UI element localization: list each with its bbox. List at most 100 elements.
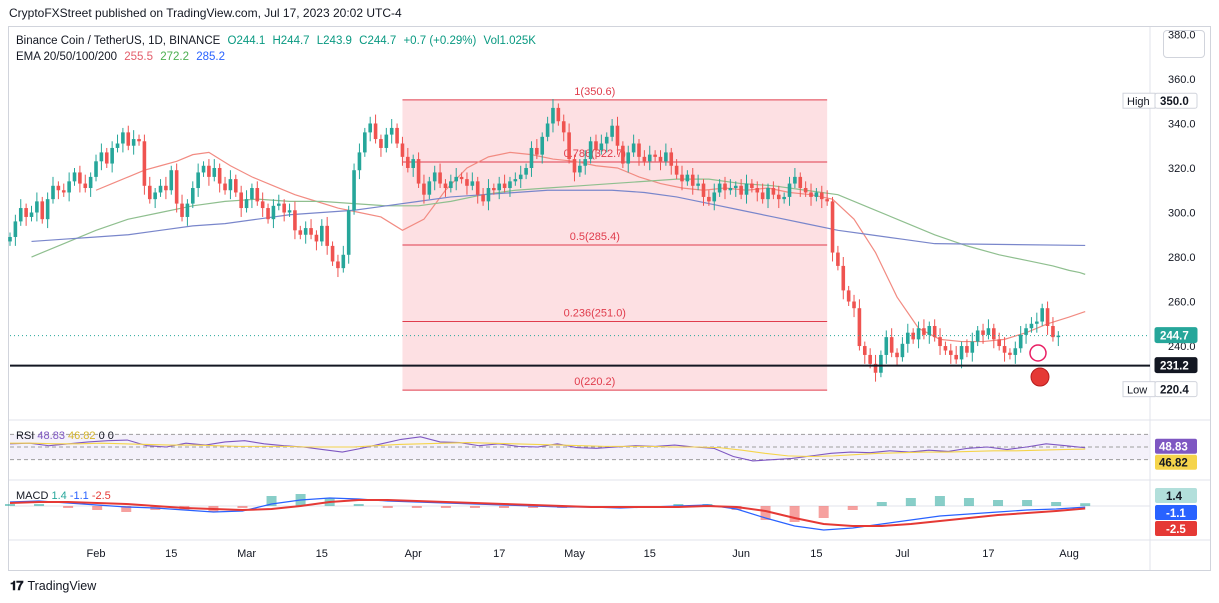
candle-body	[900, 343, 905, 358]
candle-body	[760, 192, 765, 200]
macd-tag-box	[1155, 505, 1197, 520]
candle-body	[223, 183, 227, 191]
macd-histogram-bar	[760, 506, 771, 520]
macd-tag-box	[1155, 521, 1197, 536]
macd-line	[9, 497, 1086, 531]
macd-histogram-bar	[440, 506, 451, 508]
macd-histogram-bar	[818, 506, 829, 518]
candle-body	[352, 170, 356, 211]
rsi-ma-tag-value: 46.82	[1159, 458, 1188, 470]
candle-body	[185, 203, 190, 217]
x-tick-label: May	[564, 548, 585, 560]
macd-histogram-bar	[905, 498, 916, 506]
us-flag-event-icon	[1030, 367, 1050, 387]
candle-body	[830, 201, 835, 253]
ema50-value: 272.2	[160, 51, 189, 63]
candle-body	[368, 123, 372, 133]
candle-body	[325, 225, 329, 246]
x-tick-label: Jun	[732, 548, 750, 560]
candle-body	[868, 354, 872, 364]
x-tick-label: 15	[644, 548, 656, 560]
candle-body	[250, 188, 254, 200]
y-tick-label: 260.0	[1168, 297, 1196, 309]
candle-body	[857, 308, 862, 347]
candle-body	[201, 165, 206, 173]
candle-body	[551, 107, 555, 124]
candle-body	[733, 185, 738, 189]
candle-body	[320, 225, 324, 242]
fib-level-label: 0.786(322.7)	[564, 148, 626, 160]
candle-body	[782, 196, 786, 200]
y-tick-label: 360.0	[1168, 74, 1196, 86]
candle-body	[610, 125, 614, 137]
candle-body	[422, 183, 426, 195]
candle-body	[271, 205, 276, 220]
candle-body	[809, 192, 813, 197]
fib-level-label: 0(220.2)	[574, 376, 615, 388]
candle-body	[459, 176, 464, 180]
candle-body	[287, 210, 292, 213]
candle-body	[1051, 326, 1055, 338]
candle-body	[825, 199, 829, 202]
candle-body	[696, 183, 700, 186]
candle-body	[1035, 321, 1039, 324]
candle-body	[658, 156, 663, 162]
symbol-title[interactable]: Binance Coin / TetherUS, 1D, BINANCE	[16, 35, 221, 47]
candle-body	[61, 190, 66, 193]
y-tick-label: 380.0	[1168, 29, 1196, 41]
candle-body	[314, 234, 319, 242]
candle-body	[260, 201, 265, 209]
candle-body	[631, 143, 636, 153]
rsi-extra: 0 0	[98, 430, 114, 442]
macd-tag-value: -2.5	[1166, 524, 1186, 536]
x-tick-label: Apr	[405, 548, 422, 560]
candle-body	[728, 188, 733, 191]
macd-value: -1.1	[69, 490, 89, 502]
candle-body	[766, 188, 770, 200]
candle-body	[147, 185, 152, 200]
candle-body	[207, 165, 211, 177]
candle-body	[121, 132, 125, 144]
candle-body	[293, 210, 297, 231]
ohlc-high: H244.7	[272, 35, 310, 47]
candle-body	[51, 185, 55, 200]
candle-body	[470, 181, 475, 186]
fib-level-label: 0.5(285.4)	[570, 231, 620, 243]
macd-label[interactable]: MACD	[16, 490, 49, 502]
candle-body	[255, 188, 260, 202]
y-tick-label: 320.0	[1168, 163, 1196, 175]
candle-body	[104, 152, 109, 164]
volume-value: Vol1.025K	[483, 35, 536, 47]
ema-line-50	[31, 178, 1086, 275]
macd-histogram-bar	[499, 506, 510, 508]
candle-body	[664, 152, 668, 162]
candle-body	[680, 174, 684, 182]
ema-legend: EMA 20/50/100/200 255.5 272.2 285.2	[16, 51, 229, 63]
candle-body	[502, 183, 507, 189]
candle-body	[814, 192, 819, 197]
rsi-label[interactable]: RSI	[16, 430, 35, 442]
candle-body	[685, 174, 690, 182]
candle-body	[513, 179, 518, 182]
macd-histogram-bar	[847, 506, 858, 510]
y-tick-label: 240.0	[1168, 341, 1196, 353]
candle-body	[846, 290, 851, 302]
candle-body	[776, 194, 781, 200]
candle-body	[454, 176, 459, 182]
scale-settings-box[interactable]	[1163, 30, 1205, 58]
candle-body	[395, 127, 399, 144]
candle-body	[78, 172, 82, 184]
candle-body	[228, 179, 233, 191]
candle-body	[518, 174, 523, 180]
candle-body	[852, 301, 856, 309]
ema-label[interactable]: EMA 20/50/100/200	[16, 51, 118, 63]
macd-histogram-bar	[1080, 503, 1091, 506]
macd-histogram-bar	[528, 506, 539, 508]
candle-body	[986, 328, 991, 335]
candle-body	[196, 172, 200, 189]
x-tick-label: Aug	[1059, 548, 1079, 560]
tradingview-footer[interactable]: 𝟏𝟕 TradingView	[10, 578, 96, 594]
macd-histogram-bar	[382, 506, 393, 508]
rsi-tag-box	[1155, 438, 1197, 454]
